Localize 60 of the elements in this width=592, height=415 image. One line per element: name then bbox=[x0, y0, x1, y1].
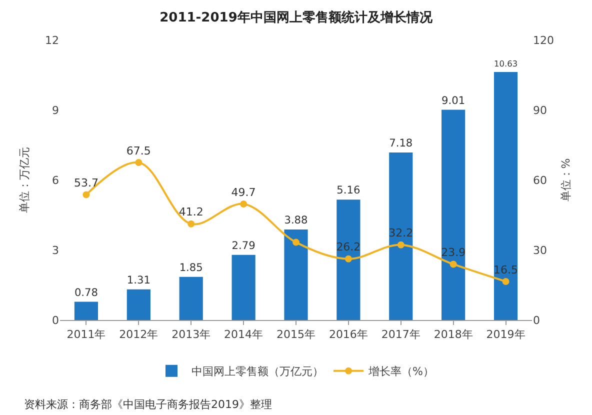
bar bbox=[74, 302, 98, 320]
x-tick-label: 2012年 bbox=[119, 328, 158, 342]
bar bbox=[284, 229, 308, 320]
text: 资料来源：商务部《中国电子商务报告2019》整理 bbox=[24, 398, 272, 411]
y-tick-label: 12 bbox=[45, 34, 59, 47]
bar bbox=[389, 152, 413, 320]
bar bbox=[126, 289, 150, 320]
point bbox=[135, 159, 142, 166]
data-label: 53.7 bbox=[74, 176, 98, 190]
point bbox=[240, 200, 248, 208]
data-label: 1.31 bbox=[126, 274, 150, 287]
y2-tick-label: 120 bbox=[533, 34, 554, 47]
data-label: 49.7 bbox=[231, 186, 256, 199]
data-label: 67.5 bbox=[126, 144, 151, 158]
data-label: 5.16 bbox=[336, 184, 360, 197]
bar bbox=[232, 254, 256, 320]
x-tick-label: 2011年 bbox=[66, 328, 106, 342]
data-label: 10.63 bbox=[494, 58, 518, 69]
data-label: 0.78 bbox=[74, 286, 98, 299]
point bbox=[292, 238, 300, 246]
point bbox=[344, 255, 352, 262]
data-label: 32.2 bbox=[388, 226, 414, 240]
data-label: 3.88 bbox=[284, 214, 308, 227]
x-tick-label: 2014年 bbox=[224, 328, 264, 342]
data-label: 1.85 bbox=[179, 262, 203, 274]
data-label: 9.01 bbox=[442, 94, 466, 107]
x-tick-label: 2018年 bbox=[434, 328, 473, 342]
bar bbox=[179, 276, 203, 320]
data-label: 41.2 bbox=[178, 206, 204, 219]
point bbox=[188, 220, 195, 228]
bar bbox=[494, 72, 518, 320]
bar bbox=[442, 110, 466, 320]
legend-label: 中国网上零售额（万亿元） bbox=[192, 365, 324, 378]
y2-tick-label: 0 bbox=[533, 314, 540, 327]
x-tick-label: 2019年 bbox=[486, 328, 526, 342]
data-label: 23.9 bbox=[441, 246, 466, 260]
y2-tick-label: 90 bbox=[533, 104, 547, 117]
y-tick-label: 6 bbox=[52, 174, 59, 187]
point bbox=[450, 260, 457, 268]
chart-title: 2011-2019年中国网上零售额统计及增长情况 bbox=[160, 10, 434, 26]
data-label: 7.18 bbox=[389, 138, 413, 150]
y-tick-label: 3 bbox=[52, 244, 59, 257]
data-label: 26.2 bbox=[336, 240, 361, 254]
legend-label: 增长率（%） bbox=[368, 365, 434, 378]
point bbox=[82, 191, 90, 198]
x-tick-label: 2015年 bbox=[276, 328, 316, 342]
point bbox=[502, 278, 510, 285]
bar bbox=[336, 200, 360, 320]
data-label: 2.79 bbox=[232, 240, 256, 252]
y2-axis-title: 单位：% bbox=[560, 158, 572, 202]
point bbox=[397, 241, 404, 248]
x-tick-label: 2013年 bbox=[172, 328, 211, 342]
y-axis-title: 单位：万亿元 bbox=[18, 147, 31, 213]
x-tick-label: 2016年 bbox=[328, 328, 368, 342]
y2-tick-label: 60 bbox=[533, 174, 547, 187]
y-tick-label: 9 bbox=[52, 104, 59, 117]
y2-tick-label: 30 bbox=[533, 244, 547, 257]
data-label: 16.5 bbox=[494, 263, 518, 276]
y-tick-label: 0 bbox=[52, 314, 59, 327]
x-tick-label: 2017年 bbox=[381, 328, 420, 342]
